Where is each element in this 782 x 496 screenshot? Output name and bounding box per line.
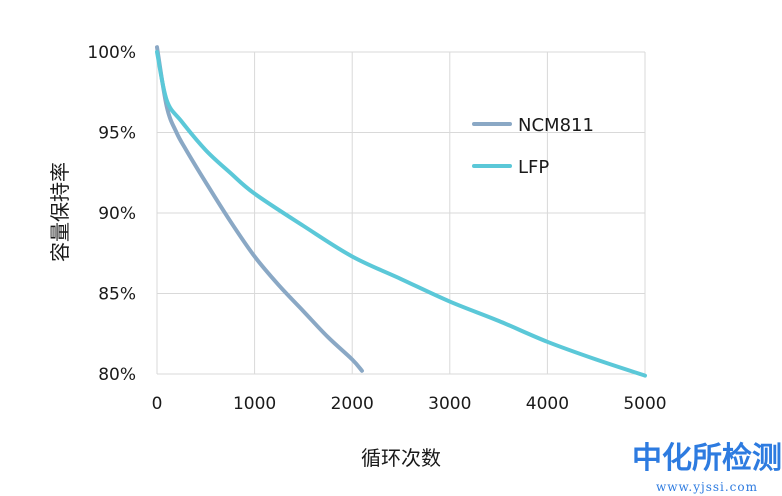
- x-tick-label: 5000: [623, 394, 666, 414]
- series-line-lfp: [155, 50, 647, 378]
- y-axis-title: 容量保持率: [48, 162, 72, 262]
- grid-lines: [156, 51, 646, 375]
- series-line-ncm811: [155, 45, 364, 373]
- watermark-url: www.yjssi.com: [656, 480, 758, 494]
- y-tick-label: 80%: [98, 365, 136, 385]
- x-tick-label: 0: [152, 394, 163, 414]
- y-tick-label: 100%: [87, 43, 136, 63]
- legend: NCM811 LFP: [472, 115, 594, 178]
- y-tick-labels: 80% 85% 90% 95% 100%: [87, 43, 136, 385]
- x-tick-label: 3000: [428, 394, 471, 414]
- watermark-text: 中化所检测: [632, 441, 782, 476]
- series-lines: [155, 45, 647, 378]
- x-axis-title: 循环次数: [361, 446, 441, 470]
- legend-label-ncm811: NCM811: [518, 115, 594, 136]
- y-tick-label: 85%: [98, 285, 136, 305]
- x-tick-label: 2000: [331, 394, 374, 414]
- x-tick-label: 4000: [526, 394, 569, 414]
- x-tick-labels: 0 1000 2000 3000 4000 5000: [152, 394, 667, 414]
- legend-label-lfp: LFP: [518, 157, 549, 178]
- watermark: 中化所检测 www.yjssi.com: [632, 441, 782, 494]
- y-tick-label: 95%: [98, 124, 136, 144]
- y-tick-label: 90%: [98, 204, 136, 224]
- x-tick-label: 1000: [233, 394, 276, 414]
